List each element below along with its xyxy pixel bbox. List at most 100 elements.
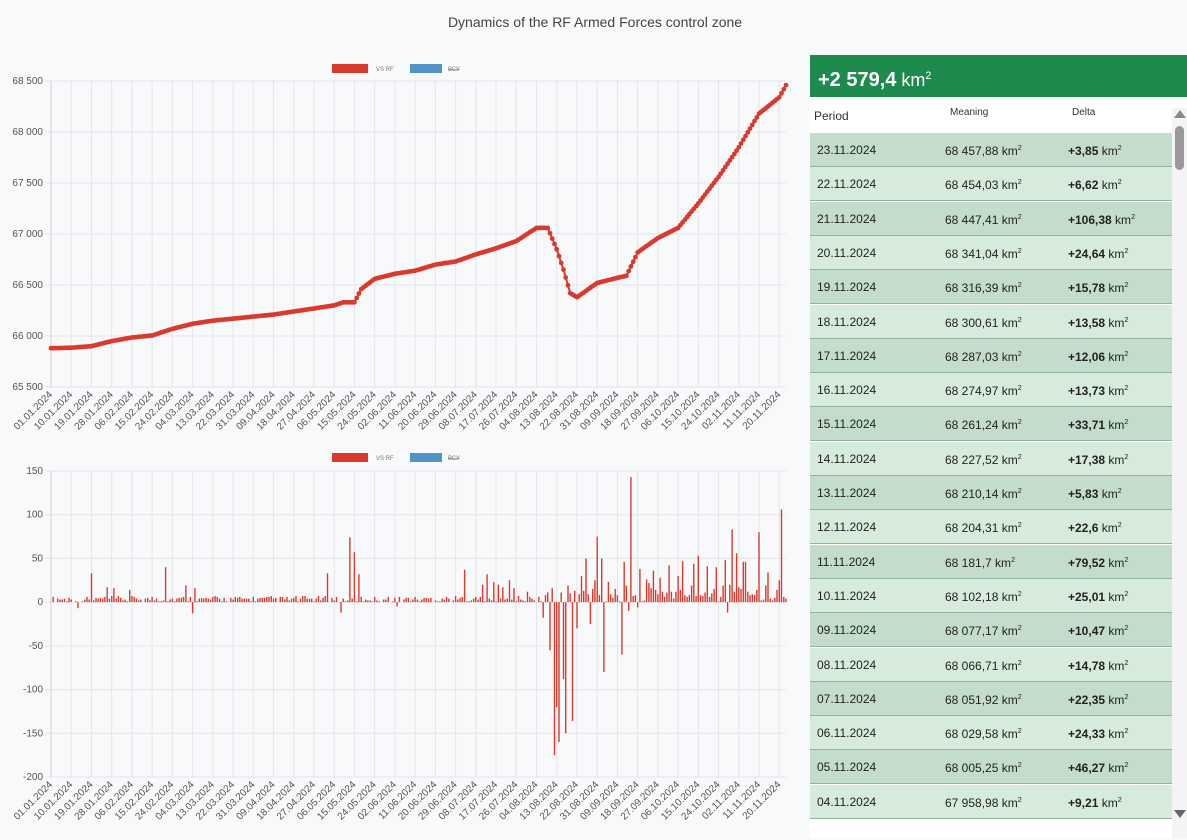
bar xyxy=(751,594,753,603)
bar xyxy=(506,598,508,603)
bar xyxy=(614,589,616,603)
table-row[interactable]: 23.11.2024 68 457,88 km2 +3,85 km2 xyxy=(810,133,1172,167)
bar xyxy=(178,597,180,603)
bar xyxy=(284,599,286,603)
bar xyxy=(320,600,322,603)
table-row[interactable]: 10.11.2024 68 102,18 km2 +25,01 km2 xyxy=(810,578,1172,613)
table-row[interactable]: 12.11.2024 68 204,31 km2 +22,6 km2 xyxy=(810,510,1172,545)
table-row[interactable]: 21.11.2024 68 447,41 km2 +106,38 km2 xyxy=(810,201,1172,236)
bar xyxy=(353,552,356,603)
bar xyxy=(583,590,585,603)
row-delta: +33,71 km2 xyxy=(1068,417,1129,433)
bar xyxy=(454,596,457,603)
bar xyxy=(299,598,302,603)
bar xyxy=(634,595,637,603)
bar xyxy=(508,580,511,603)
bar xyxy=(616,595,619,603)
bar xyxy=(783,596,785,603)
data-point xyxy=(749,122,755,128)
bar xyxy=(511,599,513,603)
table-row[interactable]: 09.11.2024 68 077,17 km2 +10,47 km2 xyxy=(810,613,1172,648)
bar xyxy=(493,582,495,603)
table-row[interactable]: 14.11.2024 68 227,52 km2 +17,38 km2 xyxy=(810,441,1172,476)
bar xyxy=(155,598,158,603)
bar xyxy=(200,597,203,603)
data-point xyxy=(743,133,748,139)
bar xyxy=(263,597,266,603)
bar xyxy=(758,532,760,603)
scroll-thumb[interactable] xyxy=(1175,126,1184,170)
bar xyxy=(162,600,165,603)
bar xyxy=(479,596,481,603)
bar xyxy=(407,597,410,603)
table-row[interactable]: 06.11.2024 68 029,58 km2 +24,33 km2 xyxy=(810,716,1172,751)
row-delta: +22,35 km2 xyxy=(1068,691,1129,707)
bar xyxy=(164,567,167,603)
table-row[interactable]: 08.11.2024 68 066,71 km2 +14,78 km2 xyxy=(810,647,1172,682)
bar xyxy=(371,601,374,603)
row-period: 23.11.2024 xyxy=(817,143,877,157)
column-header-period[interactable]: Period xyxy=(814,109,849,123)
row-delta: +6,62 km2 xyxy=(1068,177,1122,193)
bar xyxy=(439,601,441,603)
bar xyxy=(383,599,385,603)
table-row[interactable]: 05.11.2024 68 005,25 km2 +46,27 km2 xyxy=(810,750,1172,785)
bar xyxy=(704,592,706,603)
bar xyxy=(731,529,733,603)
bar xyxy=(160,601,162,603)
row-delta: +5,83 km2 xyxy=(1068,486,1122,501)
y-tick-label: -100 xyxy=(23,685,43,696)
table-row[interactable]: 18.11.2024 68 300,61 km2 +13,58 km2 xyxy=(810,304,1172,339)
total-change-value: +2 579,4 xyxy=(818,69,897,91)
row-value: 68 029,58 km2 xyxy=(945,726,1022,742)
table-row[interactable]: 15.11.2024 68 261,24 km2 +33,71 km2 xyxy=(810,407,1172,442)
bar xyxy=(254,601,257,603)
bar xyxy=(729,584,731,603)
bar xyxy=(625,585,628,603)
table-row[interactable]: 16.11.2024 68 274,97 km2 +13,73 km2 xyxy=(810,373,1172,408)
data-point xyxy=(738,141,744,146)
page-title: Dynamics of the RF Armed Forces control … xyxy=(447,14,743,30)
bar xyxy=(520,599,522,603)
bar xyxy=(297,601,299,603)
table-row[interactable]: 20.11.2024 68 341,04 km2 +24,64 km2 xyxy=(810,235,1172,270)
table-row[interactable]: 11.11.2024 68 181,7 km2 +79,52 km2 xyxy=(810,544,1172,579)
table-scrollbar[interactable] xyxy=(1172,108,1187,838)
bar xyxy=(436,601,439,603)
row-value: 68 204,31 km2 xyxy=(945,520,1022,536)
bar xyxy=(335,596,338,603)
table-row[interactable]: 17.11.2024 68 287,03 km2 +12,06 km2 xyxy=(810,338,1172,373)
y-tick-label: 0 xyxy=(37,597,43,608)
data-point xyxy=(547,230,553,236)
bar xyxy=(342,598,344,603)
column-header-meaning[interactable]: Meaning xyxy=(950,107,989,118)
bar xyxy=(378,601,380,603)
bar xyxy=(176,598,178,603)
scroll-down-icon[interactable] xyxy=(1174,810,1186,818)
bar xyxy=(59,599,61,603)
bar xyxy=(77,602,79,609)
bar xyxy=(257,598,259,603)
table-row[interactable]: 04.11.2024 67 958,98 km2 +9,21 km2 xyxy=(810,784,1172,819)
table-row[interactable]: 13.11.2024 68 210,14 km2 +5,83 km2 xyxy=(810,476,1172,510)
bar xyxy=(551,588,553,603)
bar xyxy=(553,602,556,756)
bar xyxy=(468,601,470,603)
table-row[interactable]: 19.11.2024 68 316,39 km2 +15,78 km2 xyxy=(810,270,1172,305)
bar xyxy=(104,596,106,603)
bar xyxy=(484,601,486,603)
legend-label-rf: VS RF xyxy=(376,456,394,462)
bar xyxy=(362,601,365,603)
column-header-delta[interactable]: Delta xyxy=(1072,107,1096,118)
bar xyxy=(387,596,389,603)
bar xyxy=(771,600,774,603)
bar xyxy=(688,595,690,603)
scroll-up-icon[interactable] xyxy=(1174,110,1186,118)
table-row[interactable]: 22.11.2024 68 454,03 km2 +6,62 km2 xyxy=(810,167,1172,202)
bar xyxy=(182,596,185,603)
bar xyxy=(778,580,780,603)
bar xyxy=(663,596,666,603)
table-row[interactable]: 07.11.2024 68 051,92 km2 +22,35 km2 xyxy=(810,681,1172,716)
bar xyxy=(641,601,643,603)
data-point xyxy=(565,282,571,288)
